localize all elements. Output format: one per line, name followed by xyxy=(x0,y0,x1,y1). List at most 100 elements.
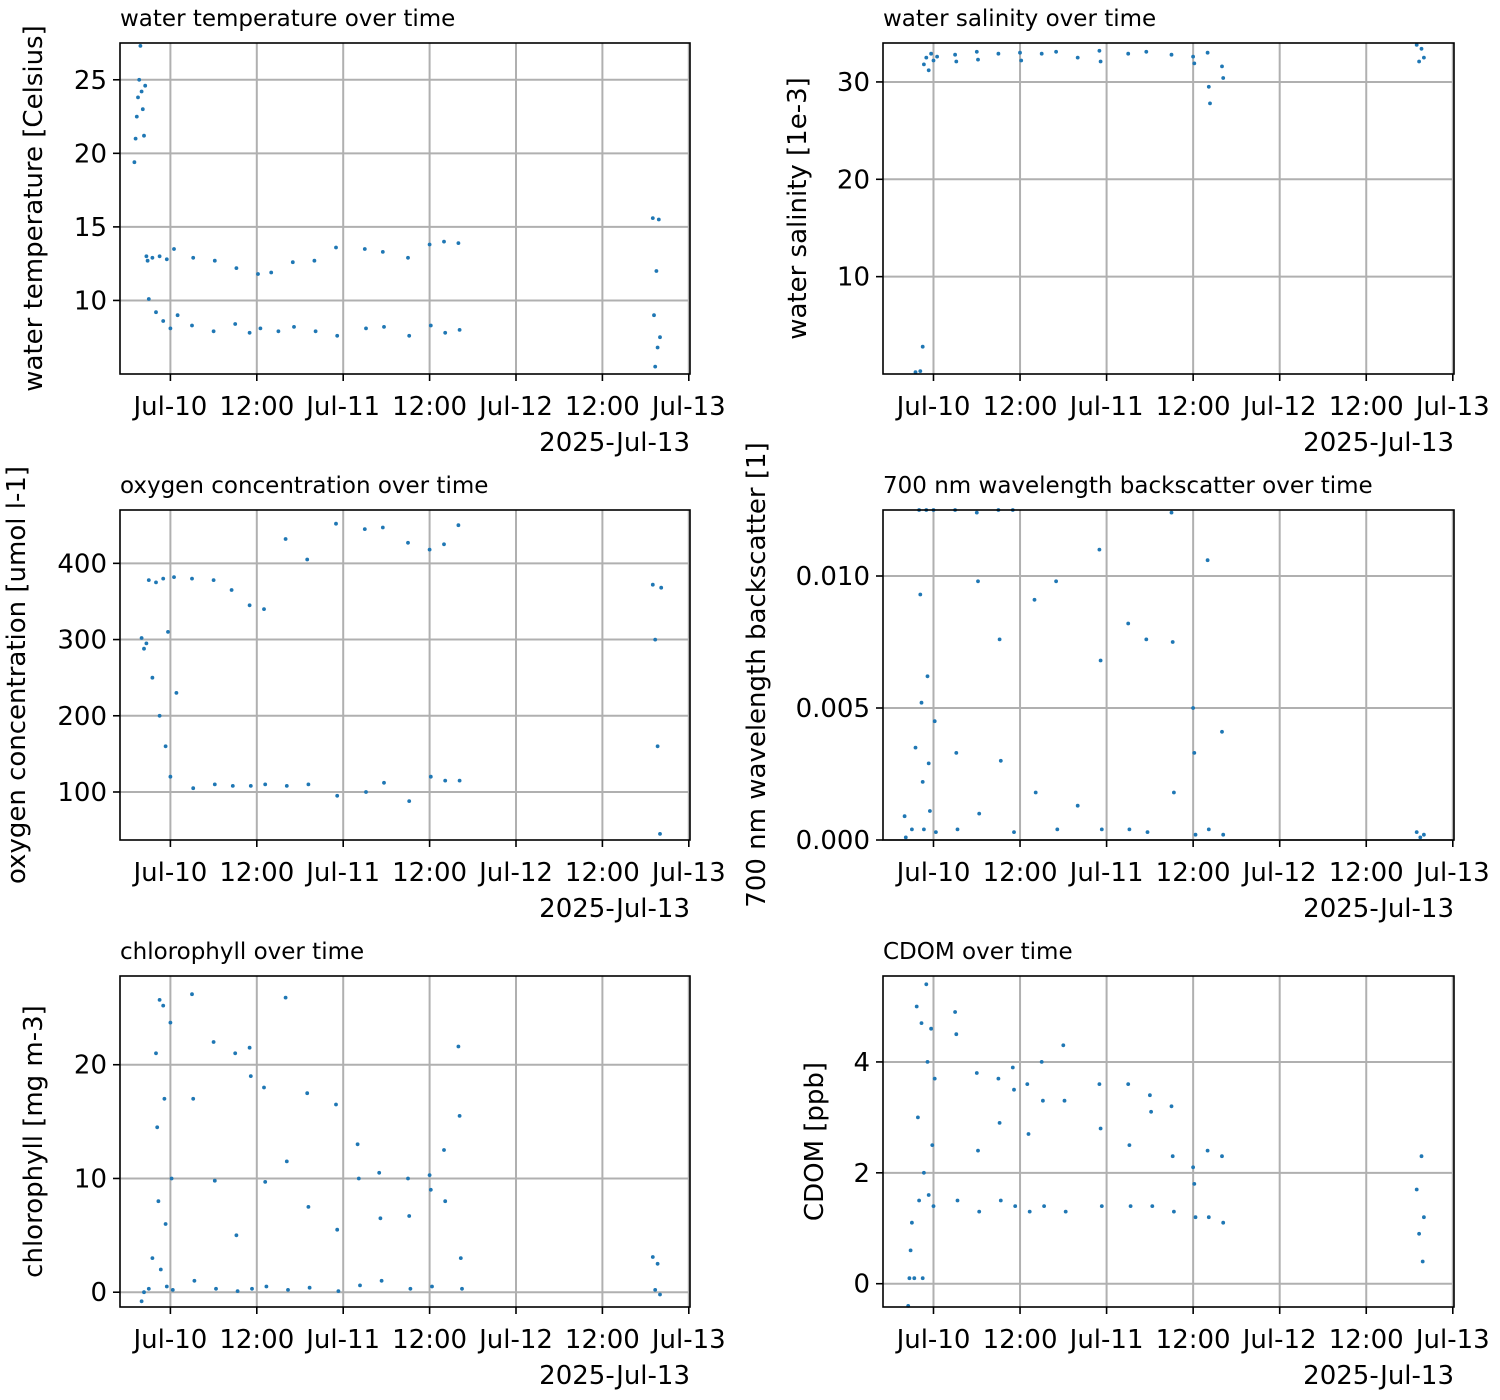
data-point xyxy=(157,713,162,718)
y-tick-label: 2 xyxy=(853,1159,870,1189)
data-point xyxy=(1172,790,1176,795)
plot-frame xyxy=(882,42,1455,375)
data-point xyxy=(653,637,658,642)
plot-frame xyxy=(882,975,1455,1308)
data-point xyxy=(248,1074,253,1078)
data-point xyxy=(922,62,926,67)
data-point xyxy=(1126,51,1131,56)
data-point xyxy=(150,1256,155,1260)
data-point xyxy=(407,1214,412,1218)
y-axis-label: oxygen concentration [umol l-1] xyxy=(2,466,32,884)
data-point xyxy=(1220,729,1224,734)
data-point xyxy=(1127,1143,1132,1147)
data-point xyxy=(408,1286,413,1291)
data-point xyxy=(650,216,655,221)
y-axis-label: chlorophyll [mg m-3] xyxy=(19,1005,49,1278)
data-point xyxy=(133,136,138,141)
data-point xyxy=(305,557,310,562)
plot-frame xyxy=(119,42,691,375)
data-point xyxy=(1193,832,1198,837)
data-point xyxy=(1170,1154,1175,1159)
gridlines xyxy=(883,976,1454,1307)
x-offset-label: 2025-Jul-13 xyxy=(539,894,690,924)
data-point xyxy=(977,1209,982,1214)
data-point xyxy=(262,607,266,611)
data-point xyxy=(916,1115,920,1120)
data-point xyxy=(1414,43,1419,47)
data-point xyxy=(1192,61,1197,66)
y-tick-label: 20 xyxy=(74,139,107,169)
data-point xyxy=(142,646,146,651)
data-point xyxy=(931,1204,936,1208)
plot-frame xyxy=(119,975,691,1308)
data-point xyxy=(1221,832,1226,837)
data-point xyxy=(932,1076,937,1081)
y-axis-label: 700 nm wavelength backscatter [1] xyxy=(742,442,772,907)
data-point xyxy=(263,1180,268,1184)
data-point xyxy=(653,1288,658,1292)
data-point xyxy=(305,1091,310,1096)
data-point xyxy=(1075,55,1080,60)
data-point xyxy=(307,1285,312,1290)
data-point xyxy=(902,814,907,819)
data-point xyxy=(926,761,931,766)
data-point xyxy=(1418,835,1423,840)
data-points xyxy=(913,43,1426,374)
x-offset-label: 2025-Jul-13 xyxy=(1303,894,1454,924)
data-point xyxy=(654,269,659,273)
data-point xyxy=(924,982,929,987)
data-point xyxy=(382,780,386,785)
x-tick-label: Jul-10 xyxy=(131,1325,207,1355)
data-point xyxy=(263,782,268,787)
x-tick-label: 12:00 xyxy=(392,392,467,422)
x-tick-label: Jul-12 xyxy=(477,1325,553,1355)
data-point xyxy=(230,784,235,788)
x-tick-label: Jul-11 xyxy=(304,392,380,422)
data-point xyxy=(172,247,176,251)
data-point xyxy=(1205,50,1210,55)
data-point xyxy=(146,297,151,301)
data-point xyxy=(163,744,168,749)
x-tick-label: Jul-11 xyxy=(304,1325,380,1355)
x-tick-label: 12:00 xyxy=(219,392,294,422)
y-tick-label: 100 xyxy=(57,778,107,808)
data-point xyxy=(655,1261,660,1266)
chart-title: oxygen concentration over time xyxy=(120,473,488,499)
data-point xyxy=(974,49,979,54)
data-point xyxy=(918,592,923,597)
x-tick-label: Jul-13 xyxy=(1414,1325,1490,1355)
data-point xyxy=(134,114,139,119)
x-tick-label: 12:00 xyxy=(565,392,640,422)
data-point xyxy=(143,83,148,88)
data-point xyxy=(406,1176,410,1181)
data-point xyxy=(247,330,252,335)
data-point xyxy=(428,1187,433,1192)
y-tick-label: 0.005 xyxy=(796,694,870,724)
chart-title: water salinity over time xyxy=(883,6,1156,32)
x-tick-label: 12:00 xyxy=(1156,1325,1231,1355)
data-point xyxy=(276,329,281,334)
y-tick-label: 10 xyxy=(74,286,107,316)
data-point xyxy=(157,254,162,259)
data-point xyxy=(914,1004,919,1009)
data-point xyxy=(1012,1087,1016,1092)
data-point xyxy=(1039,51,1044,56)
data-point xyxy=(976,579,980,584)
data-point xyxy=(362,247,367,251)
data-point xyxy=(335,333,340,338)
panel-backscatter: 700 nm wavelength backscatter over time … xyxy=(742,442,1490,924)
plot-frame xyxy=(882,509,1455,841)
data-point xyxy=(955,827,960,832)
data-point xyxy=(1144,49,1149,54)
data-point xyxy=(168,774,173,779)
data-point xyxy=(172,575,176,579)
data-point xyxy=(1206,84,1211,89)
data-point xyxy=(443,1199,448,1204)
data-point xyxy=(1221,1220,1226,1225)
data-point xyxy=(1169,52,1174,57)
data-point xyxy=(161,1003,166,1008)
data-point xyxy=(1206,827,1211,832)
data-point xyxy=(138,44,143,48)
data-point xyxy=(925,674,930,679)
